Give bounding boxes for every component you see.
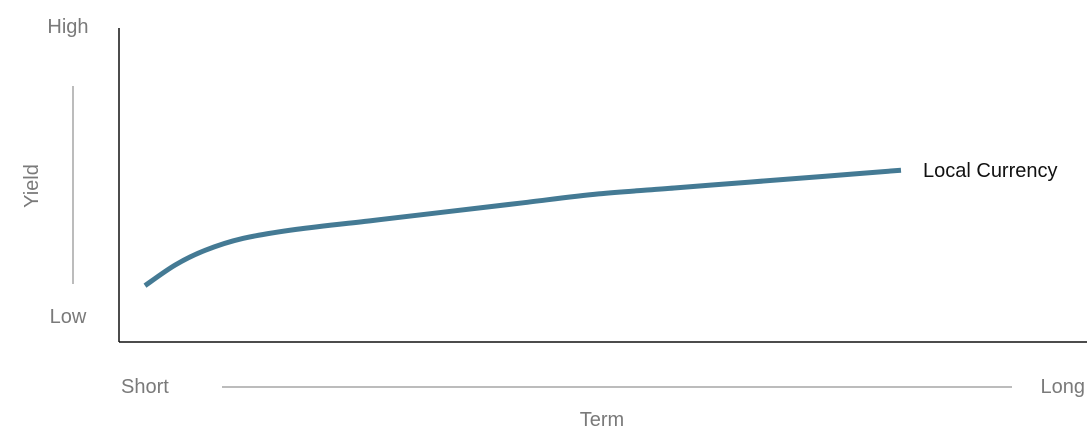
y-tick-label-high: High	[47, 16, 88, 38]
y-tick-label-low: Low	[50, 306, 87, 328]
y-axis-label: Yield	[21, 164, 43, 208]
x-tick-label-short: Short	[121, 376, 169, 398]
x-axis-label: Term	[580, 409, 624, 431]
series-line-0	[143, 167, 902, 288]
series-layer: Local Currency	[143, 160, 1058, 288]
series-label-0: Local Currency	[923, 160, 1058, 182]
x-tick-label-long: Long	[1041, 376, 1086, 398]
